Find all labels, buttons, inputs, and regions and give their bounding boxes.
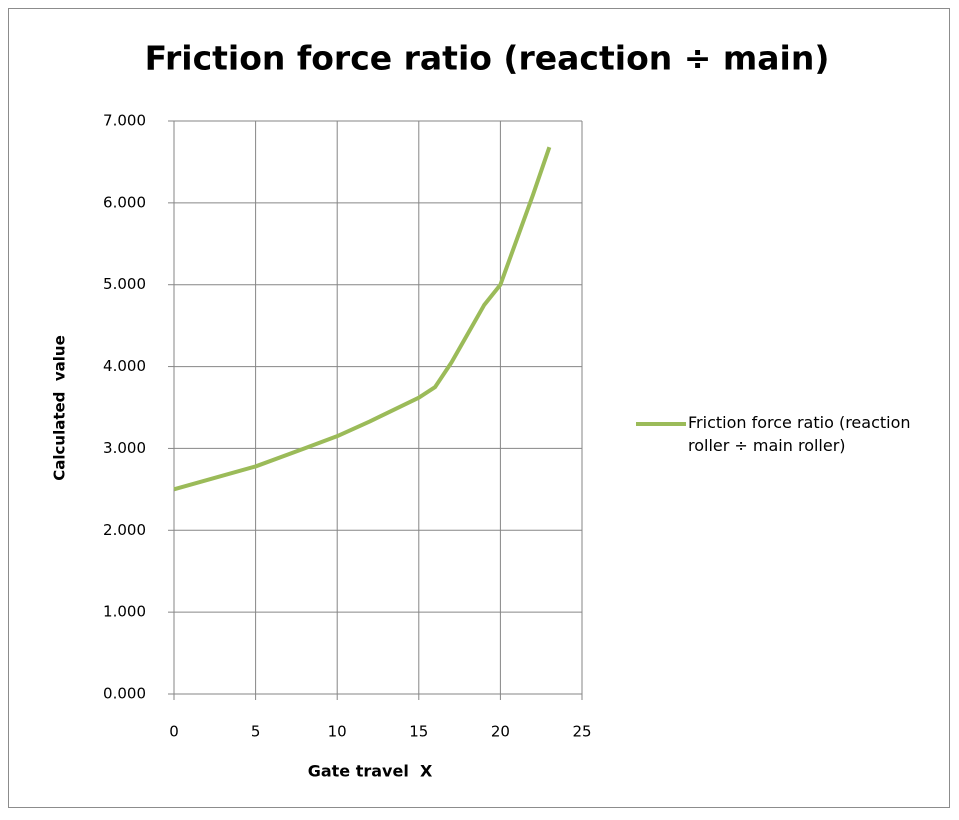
y-axis-label: Calculated value (51, 335, 69, 481)
legend-entry: Friction force ratio (reaction roller ÷ … (688, 413, 911, 455)
chart-title: Friction force ratio (reaction ÷ main) (145, 39, 830, 78)
y-tick-label: 1.000 (103, 603, 146, 621)
y-tick-label: 4.000 (103, 357, 146, 375)
y-tick-label: 2.000 (103, 521, 146, 539)
x-tick-label: 10 (328, 723, 347, 741)
x-axis-label: Gate travel X (308, 762, 433, 781)
y-tick-label: 7.000 (103, 112, 146, 130)
y-tick-label: 3.000 (103, 439, 146, 457)
y-tick-label: 5.000 (103, 275, 146, 293)
data-line (173, 146, 552, 492)
x-tick-label: 0 (169, 723, 179, 741)
x-tick-label: 15 (409, 723, 428, 741)
legend-label: Friction force ratio (reaction roller ÷ … (688, 413, 911, 455)
chart-border (8, 8, 950, 808)
y-tick-label: 0.000 (103, 685, 146, 703)
x-tick-label: 25 (572, 723, 591, 741)
y-tick-label: 6.000 (103, 193, 146, 211)
x-tick-label: 5 (251, 723, 261, 741)
x-tick-label: 20 (491, 723, 510, 741)
